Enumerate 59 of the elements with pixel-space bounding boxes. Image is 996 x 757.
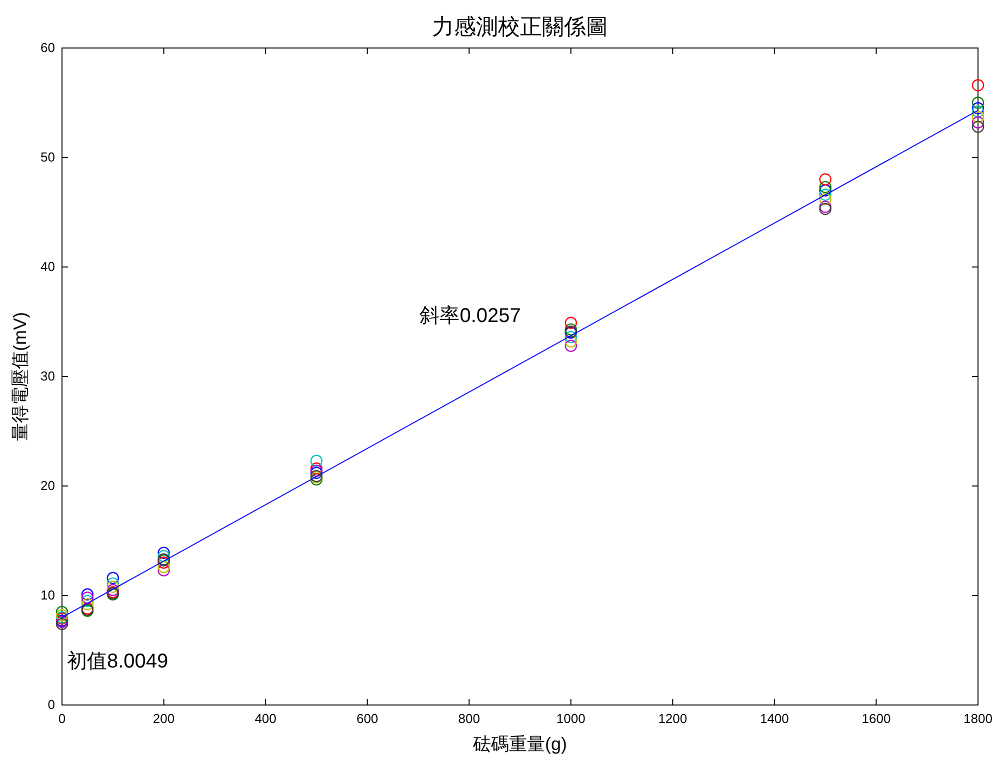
point <box>819 173 832 186</box>
point <box>158 556 170 569</box>
point <box>564 323 577 336</box>
x-tick-label: 1800 <box>964 711 992 726</box>
point <box>81 594 94 608</box>
point <box>81 588 94 601</box>
point <box>81 592 94 604</box>
point <box>81 598 94 610</box>
y-tick-label: 0 <box>48 697 55 712</box>
point <box>564 340 577 352</box>
point <box>972 120 984 133</box>
x-tick-label: 200 <box>152 711 175 726</box>
x-tick-label: 600 <box>356 711 378 726</box>
point <box>158 564 170 576</box>
point <box>564 335 577 348</box>
point <box>972 110 984 124</box>
point <box>564 330 577 344</box>
y-axis-title: 量得電壓值(mV) <box>10 312 30 441</box>
point <box>106 580 119 593</box>
point <box>819 188 832 201</box>
chart-title: 力感測校正關係圖 <box>432 14 608 39</box>
point <box>56 618 68 630</box>
point <box>158 560 170 574</box>
y-tick-label: 50 <box>40 150 55 164</box>
x-axis-title: 砝碼重量(g) <box>472 734 567 754</box>
point <box>819 200 832 213</box>
point <box>158 550 170 562</box>
point <box>56 606 68 618</box>
point <box>972 105 984 118</box>
point <box>310 462 323 475</box>
y-tick-label: 20 <box>40 478 55 493</box>
point <box>972 79 984 92</box>
y-tick-label: 10 <box>40 588 55 602</box>
y-tick-label: 60 <box>40 40 55 55</box>
point <box>819 202 832 216</box>
x-tick-label: 1000 <box>556 711 586 726</box>
x-tick-label: 1600 <box>862 711 891 726</box>
point <box>819 184 832 196</box>
x-tick-label: 800 <box>458 711 480 726</box>
x-tick-label: 0 <box>58 711 66 726</box>
annotation: 斜率0.0257 <box>420 304 521 327</box>
annotation: 初值8.0049 <box>67 650 168 672</box>
point <box>106 584 119 596</box>
point <box>564 316 577 329</box>
x-tick-label: 1200 <box>658 711 688 726</box>
x-tick-label: 400 <box>254 711 276 726</box>
point <box>310 473 323 486</box>
point <box>819 180 832 194</box>
point <box>972 96 984 109</box>
point <box>819 193 832 206</box>
point <box>106 577 119 590</box>
x-tick-label: 1400 <box>760 711 789 726</box>
point <box>310 454 323 467</box>
point <box>106 572 119 584</box>
y-tick-label: 30 <box>40 368 55 384</box>
y-tick-label: 40 <box>40 259 55 274</box>
point <box>972 102 984 114</box>
point <box>972 116 984 129</box>
point <box>158 546 170 559</box>
